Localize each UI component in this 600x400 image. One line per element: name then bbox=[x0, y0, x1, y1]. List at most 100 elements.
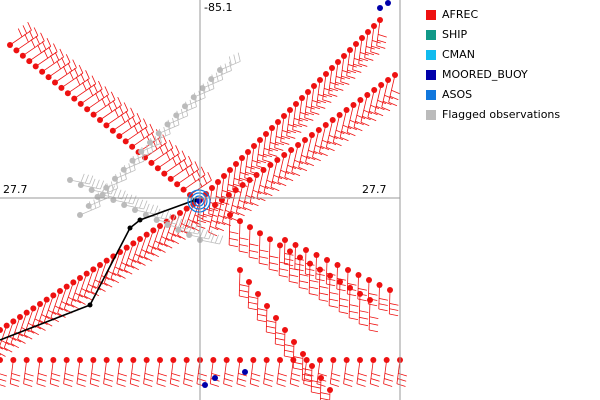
barb-staff bbox=[193, 88, 215, 98]
barb-tick bbox=[199, 228, 204, 238]
barb-tick bbox=[340, 136, 349, 142]
station-dot bbox=[212, 202, 218, 208]
barb-tick bbox=[80, 173, 85, 183]
station-dot bbox=[287, 107, 293, 113]
barb-tick bbox=[279, 175, 288, 181]
barb-tick bbox=[178, 162, 184, 171]
wind-barb bbox=[284, 147, 297, 182]
barb-staff bbox=[325, 119, 334, 148]
wind-barb bbox=[276, 357, 287, 387]
barb-tick bbox=[77, 378, 87, 382]
wind-barb bbox=[143, 227, 157, 262]
station-dot bbox=[50, 357, 57, 363]
wind-barb bbox=[262, 131, 273, 163]
barb-tick bbox=[262, 159, 272, 163]
barb-tick bbox=[358, 372, 367, 377]
legend-label: AFREC bbox=[442, 8, 478, 21]
barb-tick bbox=[141, 249, 150, 255]
barb-staff bbox=[381, 79, 389, 108]
barb-tick bbox=[215, 201, 225, 206]
wind-barb bbox=[120, 152, 145, 173]
station-dot bbox=[183, 205, 190, 212]
barb-tick bbox=[343, 383, 353, 387]
barb-staff bbox=[265, 305, 268, 333]
station-dot bbox=[64, 90, 71, 97]
station-dot bbox=[157, 357, 163, 363]
station-dot bbox=[147, 139, 153, 146]
barb-staff bbox=[383, 359, 388, 384]
barb-tick bbox=[397, 378, 407, 382]
wind-barb bbox=[36, 357, 47, 387]
barb-tick bbox=[347, 288, 357, 291]
station-dot bbox=[10, 318, 17, 325]
legend-swatch bbox=[426, 30, 436, 40]
wind-barb bbox=[174, 161, 199, 188]
station-dot bbox=[317, 266, 323, 273]
station-dot bbox=[302, 137, 308, 143]
barb-tick bbox=[315, 278, 325, 282]
barb-tick bbox=[188, 155, 193, 165]
barb-staff bbox=[202, 79, 223, 89]
barb-tick bbox=[228, 56, 232, 66]
barb-tick bbox=[251, 165, 261, 170]
barb-tick bbox=[305, 268, 315, 271]
track-point bbox=[137, 217, 143, 223]
barb-tick bbox=[91, 75, 97, 85]
wind-barb bbox=[39, 48, 64, 75]
barb-tick bbox=[310, 111, 320, 115]
barb-tick bbox=[46, 38, 52, 47]
wind-barb bbox=[355, 272, 368, 302]
wind-barb bbox=[235, 182, 248, 217]
wind-barb bbox=[236, 357, 247, 387]
station-dot bbox=[365, 29, 371, 35]
barb-tick bbox=[172, 233, 182, 239]
barb-tick bbox=[299, 287, 309, 290]
barb-tick bbox=[292, 129, 302, 133]
barb-tick bbox=[342, 124, 352, 130]
station-dot bbox=[322, 122, 329, 128]
barb-staff bbox=[268, 239, 271, 270]
barb-tick bbox=[53, 43, 58, 52]
barb-staff bbox=[80, 88, 103, 105]
station-dot bbox=[282, 327, 288, 333]
wind-barb bbox=[77, 178, 105, 190]
barb-staff bbox=[249, 359, 254, 384]
barb-tick bbox=[389, 303, 399, 306]
wind-barb bbox=[190, 79, 215, 101]
barb-staff bbox=[310, 85, 315, 112]
barb-tick bbox=[309, 279, 319, 283]
barb-tick bbox=[10, 383, 19, 387]
wind-barb bbox=[337, 278, 349, 314]
barb-tick bbox=[281, 135, 291, 140]
barb-staff bbox=[22, 40, 45, 57]
barb-staff bbox=[278, 245, 281, 276]
track-point bbox=[127, 225, 133, 231]
station-dot bbox=[52, 79, 58, 86]
barb-tick bbox=[300, 112, 309, 116]
station-dot bbox=[132, 207, 138, 213]
barb-tick bbox=[374, 111, 384, 117]
station-dot bbox=[337, 278, 343, 285]
barb-tick bbox=[344, 378, 353, 382]
barb-tick bbox=[264, 378, 273, 382]
wind-barb bbox=[292, 101, 303, 133]
barb-tick bbox=[171, 214, 176, 224]
barb-tick bbox=[359, 57, 369, 62]
barb-tick bbox=[277, 378, 287, 382]
barb-tick bbox=[304, 117, 314, 121]
wind-barb bbox=[222, 192, 234, 227]
barb-tick bbox=[190, 226, 200, 232]
wind-barb bbox=[208, 202, 220, 237]
barb-tick bbox=[102, 183, 107, 193]
barb-staff bbox=[176, 106, 197, 116]
station-dot bbox=[180, 186, 187, 193]
barb-staff bbox=[76, 359, 81, 384]
station-dot bbox=[63, 357, 70, 363]
wind-barb bbox=[328, 65, 339, 97]
barb-tick bbox=[349, 317, 359, 321]
barb-tick bbox=[125, 110, 130, 120]
barb-staff bbox=[338, 281, 341, 312]
barb-tick bbox=[137, 260, 146, 266]
barb-tick bbox=[302, 379, 312, 383]
barb-tick bbox=[164, 143, 169, 152]
